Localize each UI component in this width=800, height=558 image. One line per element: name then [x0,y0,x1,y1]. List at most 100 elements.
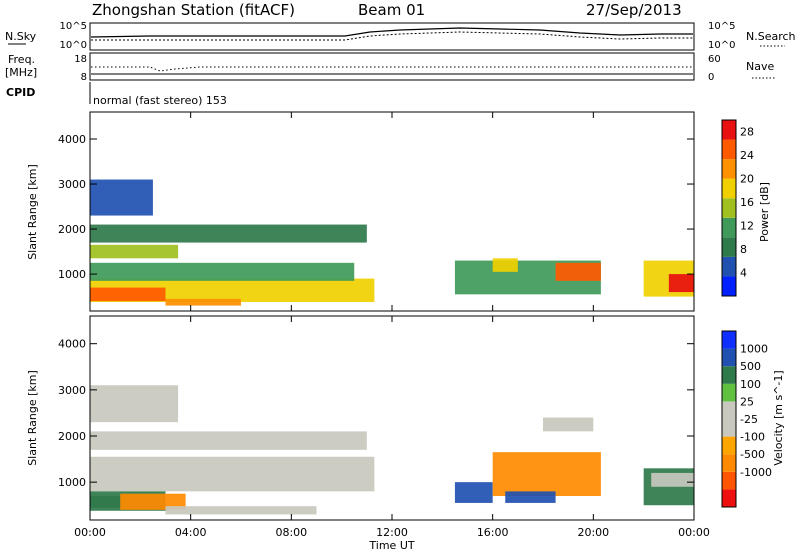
cpid-text: normal (fast stereo) 153 [93,94,227,107]
power-colorbar-frame [721,119,737,297]
freq-left-tick-top: 18 [74,54,87,65]
power-colorbar-tick-0: 4 [740,267,747,280]
power-y-tick-label-2: 3000 [58,178,86,191]
power-colorbar-segment-3 [722,217,736,238]
velocity-colorbar-segment-9 [722,331,736,349]
noise-sky-trace [90,27,693,38]
velocity-colorbar-label: Velocity [m s^-1] [772,370,785,465]
velocity-echo-region-8 [492,452,601,496]
velocity-colorbar-segment-6 [722,383,736,402]
velocity-colorbar-tick-4: -25 [740,413,758,426]
velocity-data-layer [90,385,694,515]
freq-unit-label: [MHz] [5,66,37,79]
power-echo-region-1 [90,287,166,302]
velocity-colorbar-segment-2 [722,454,736,472]
noise-left-tick-bottom: 10^0 [60,40,87,51]
noise-right-tick-bottom: 10^0 [708,40,735,51]
velocity-echo-region-6 [165,506,317,515]
velocity-echo-region-12 [651,472,694,487]
power-y-axis-label: Slant Range [km] [26,164,39,260]
x-tick-label-2: 08:00 [275,526,307,539]
power-colorbar-tick-1: 8 [740,243,747,256]
station-title: Zhongshan Station (fitACF) [92,1,295,19]
velocity-colorbar-tick-1: 500 [740,360,761,373]
cpid-label: CPID [6,86,35,99]
power-y-tick-label-1: 2000 [58,223,86,236]
power-echo-region-8 [555,262,601,281]
noise-left-tick-top: 10^5 [60,21,87,32]
velocity-echo-region-7 [454,482,493,503]
velocity-colorbar-segment-5 [722,401,736,419]
freq-label: Freq. [8,53,35,66]
x-tick-label-3: 12:00 [376,526,408,539]
velocity-echo-region-5 [120,493,186,510]
power-colorbar-segment-8 [722,120,736,140]
velocity-colorbar-tick-6: -500 [740,448,765,461]
power-echo-region-6 [90,179,153,216]
velocity-colorbar-segment-1 [722,471,736,490]
velocity-colorbar-segment-7 [722,366,736,384]
power-y-tick-label-0: 1000 [58,268,86,281]
velocity-echo-region-1 [90,431,367,450]
velocity-echo-region-2 [90,385,179,423]
power-echo-region-9 [492,258,518,272]
velocity-echo-region-4 [90,496,128,508]
velocity-colorbar-tick-5: -100 [740,431,765,444]
velocity-colorbar-segment-0 [722,489,736,507]
power-colorbar-tick-2: 12 [740,220,754,233]
power-echo-region-5 [90,224,367,243]
noise-search-label: N.Search [746,30,796,43]
velocity-colorbar-tick-0: 1000 [740,343,768,356]
velocity-y-axis-label: Slant Range [km] [26,370,39,466]
date-label: 27/Sep/2013 [586,1,682,19]
noise-search-trace [91,31,693,41]
x-tick-label-5: 20:00 [577,526,609,539]
freq-panel-frame [89,52,695,81]
power-echo-region-3 [90,244,179,259]
freq-left-tick-bottom: 8 [81,72,87,83]
power-colorbar-segment-2 [722,237,736,257]
noise-sky-label: N.Sky [5,30,37,43]
power-colorbar-segment-6 [722,159,736,179]
nave-label: Nave [746,60,774,73]
velocity-colorbar-segment-8 [722,348,736,367]
power-echo-region-4 [165,298,241,306]
power-colorbar-segment-7 [722,139,736,160]
power-echo-region-2 [90,262,355,281]
power-colorbar-label: Power [dB] [758,182,771,242]
velocity-colorbar-tick-2: 100 [740,378,761,391]
power-colorbar-tick-4: 20 [740,173,754,186]
nave-right-tick-top: 60 [708,54,721,65]
velocity-y-tick-label-3: 4000 [58,338,86,351]
power-colorbar-segment-0 [722,276,736,296]
beam-label: Beam 01 [358,1,425,19]
velocity-y-tick-label-0: 1000 [58,476,86,489]
velocity-colorbar-tick-3: 25 [740,395,754,408]
x-axis-label: Time UT [368,539,414,552]
x-tick-label-0: 00:00 [74,526,106,539]
power-colorbar-tick-5: 24 [740,149,754,162]
power-data-layer [90,179,694,306]
velocity-echo-region-0 [90,456,375,492]
velocity-y-tick-label-2: 3000 [58,384,86,397]
velocity-echo-region-9 [505,491,556,503]
velocity-colorbar-segment-3 [722,436,736,455]
power-colorbar-segment-1 [722,256,736,277]
power-echo-region-11 [668,274,694,293]
nave-trace [91,66,693,72]
velocity-colorbar-tick-7: -1000 [740,466,772,479]
velocity-colorbar-frame [721,330,737,508]
power-colorbar-tick-3: 16 [740,196,754,209]
x-tick-label-1: 04:00 [175,526,207,539]
power-y-tick-label-3: 4000 [58,133,86,146]
x-tick-label-6: 00:00 [678,526,710,539]
noise-right-tick-top: 10^5 [708,21,735,32]
nave-right-tick-bottom: 0 [708,72,714,83]
velocity-colorbar-segment-4 [722,419,736,437]
x-tick-label-4: 16:00 [477,526,509,539]
velocity-y-tick-label-1: 2000 [58,430,86,443]
noise-panel-frame [89,22,695,51]
velocity-echo-region-10 [543,417,594,432]
power-colorbar-segment-4 [722,198,736,218]
